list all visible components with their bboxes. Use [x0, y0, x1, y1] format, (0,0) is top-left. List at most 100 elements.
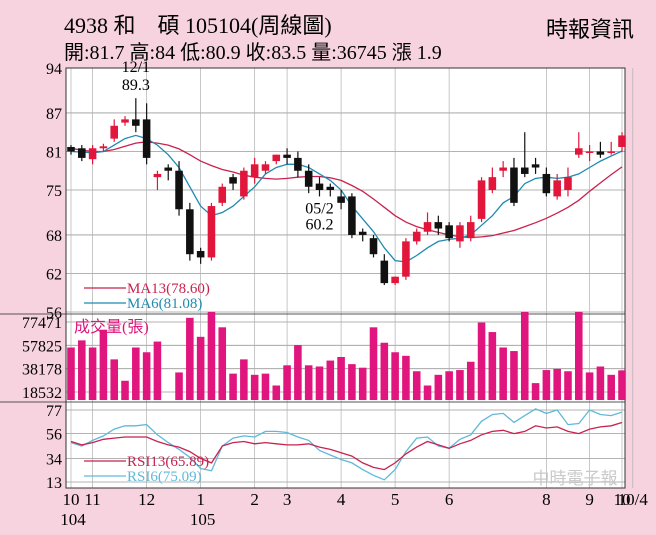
candle-body — [315, 183, 324, 190]
candle-body — [585, 151, 594, 153]
volume-bar — [78, 340, 86, 400]
candle-body — [553, 180, 561, 197]
volume-bar — [304, 365, 313, 400]
rsi-tick-label: 77 — [46, 403, 62, 420]
month-label: 4 — [337, 490, 346, 509]
quote-line: 開:81.7 高:84 低:80.9 收:83.5 量:36745 漲 1.9 — [64, 42, 442, 64]
volume-bar — [294, 345, 302, 400]
rsi13-legend-label: RSI13(65.89) — [127, 454, 209, 470]
candle-body — [110, 125, 118, 139]
volume-bar — [121, 380, 129, 400]
month-label: 10 — [63, 490, 80, 509]
volume-bar — [423, 385, 432, 400]
candle-body — [412, 231, 421, 242]
candle-body — [153, 173, 162, 178]
candle-body — [358, 231, 367, 235]
rsi-tick-label: 34 — [46, 451, 62, 468]
candle-body — [207, 206, 216, 258]
volume-bar — [218, 327, 227, 400]
volume-bar — [466, 361, 475, 400]
candle-body — [121, 119, 129, 123]
month-label: 11 — [84, 490, 100, 509]
ma6-legend-label: MA6(81.08) — [127, 296, 202, 312]
candle-body — [564, 177, 572, 190]
month-label: 5 — [391, 490, 400, 509]
volume-bar — [412, 371, 421, 400]
volume-bar — [434, 374, 443, 400]
month-label: 10/4 — [618, 490, 649, 509]
candle-body — [283, 154, 291, 158]
plot-background — [66, 68, 625, 488]
candle-body — [477, 180, 486, 219]
candle-body — [142, 119, 151, 158]
price-tick-label: 87 — [46, 106, 62, 123]
rsi6-legend-label: RSI6(75.09) — [127, 469, 202, 485]
chart-title: 4938 和 碩 105104(周線圖) — [64, 13, 332, 38]
candle-body — [531, 164, 540, 168]
plot-frame — [65, 67, 626, 489]
volume-bar — [520, 311, 529, 400]
month-label: 6 — [445, 490, 454, 509]
volume-bar — [380, 342, 389, 400]
volume-bar — [175, 372, 183, 400]
volume-bar — [240, 359, 248, 400]
volume-title: 成交量(張) — [74, 318, 149, 336]
rsi6-line — [70, 408, 623, 481]
candle-body — [391, 276, 399, 284]
volume-bar — [88, 347, 97, 400]
candle-body — [304, 170, 313, 187]
candle-body — [488, 177, 497, 190]
rsi-tick-label: 56 — [46, 427, 62, 444]
volume-bar — [67, 347, 75, 400]
candle-body — [196, 251, 205, 258]
candle-body — [88, 148, 97, 160]
month-label: 2 — [250, 490, 259, 509]
month-label: 12 — [138, 490, 155, 509]
month-label: 3 — [283, 490, 292, 509]
watermark: 中時電子報 — [533, 469, 618, 488]
candle-body — [369, 238, 378, 255]
volume-bar — [542, 370, 551, 400]
month-label: 8 — [542, 490, 551, 509]
volume-bar — [618, 370, 626, 400]
volume-tick-label: 57825 — [22, 338, 62, 355]
ma13-line — [70, 141, 623, 239]
candle-body — [510, 167, 518, 203]
volume-bar — [207, 311, 216, 400]
candle-body — [542, 173, 551, 194]
candle-body — [499, 167, 507, 171]
candle-body — [261, 164, 270, 171]
source-label: 時報資訊 — [545, 17, 634, 42]
candle-body — [348, 196, 356, 235]
candle-body — [132, 119, 140, 126]
candle-body — [607, 151, 615, 153]
volume-bar — [402, 355, 410, 400]
candle-body — [164, 167, 173, 171]
candle-body — [67, 146, 75, 152]
volume-bar — [585, 372, 594, 400]
price-tick-label: 81 — [46, 144, 62, 161]
volume-bar — [596, 366, 605, 400]
month-label: 1 — [196, 490, 205, 509]
candle-body — [272, 154, 281, 162]
candle-body — [326, 186, 335, 190]
candle-body — [445, 225, 453, 239]
month-label: 9 — [585, 490, 594, 509]
volume-bar — [250, 374, 259, 400]
volume-tick-label: 18532 — [22, 385, 62, 402]
high-date-label: 12/1 — [122, 59, 150, 76]
candle-body — [240, 170, 248, 197]
volume-tick-label: 38178 — [22, 362, 62, 379]
volume-bar — [456, 370, 464, 400]
candle-body — [520, 167, 529, 174]
volume-bar — [607, 374, 615, 400]
volume-bar — [531, 383, 540, 400]
candle-body — [575, 148, 583, 155]
candle-body — [423, 222, 432, 232]
candle-body — [337, 196, 345, 203]
candle-body — [218, 186, 227, 203]
candle-body — [78, 148, 86, 158]
candle-body — [294, 157, 302, 171]
candle-body — [250, 164, 259, 178]
